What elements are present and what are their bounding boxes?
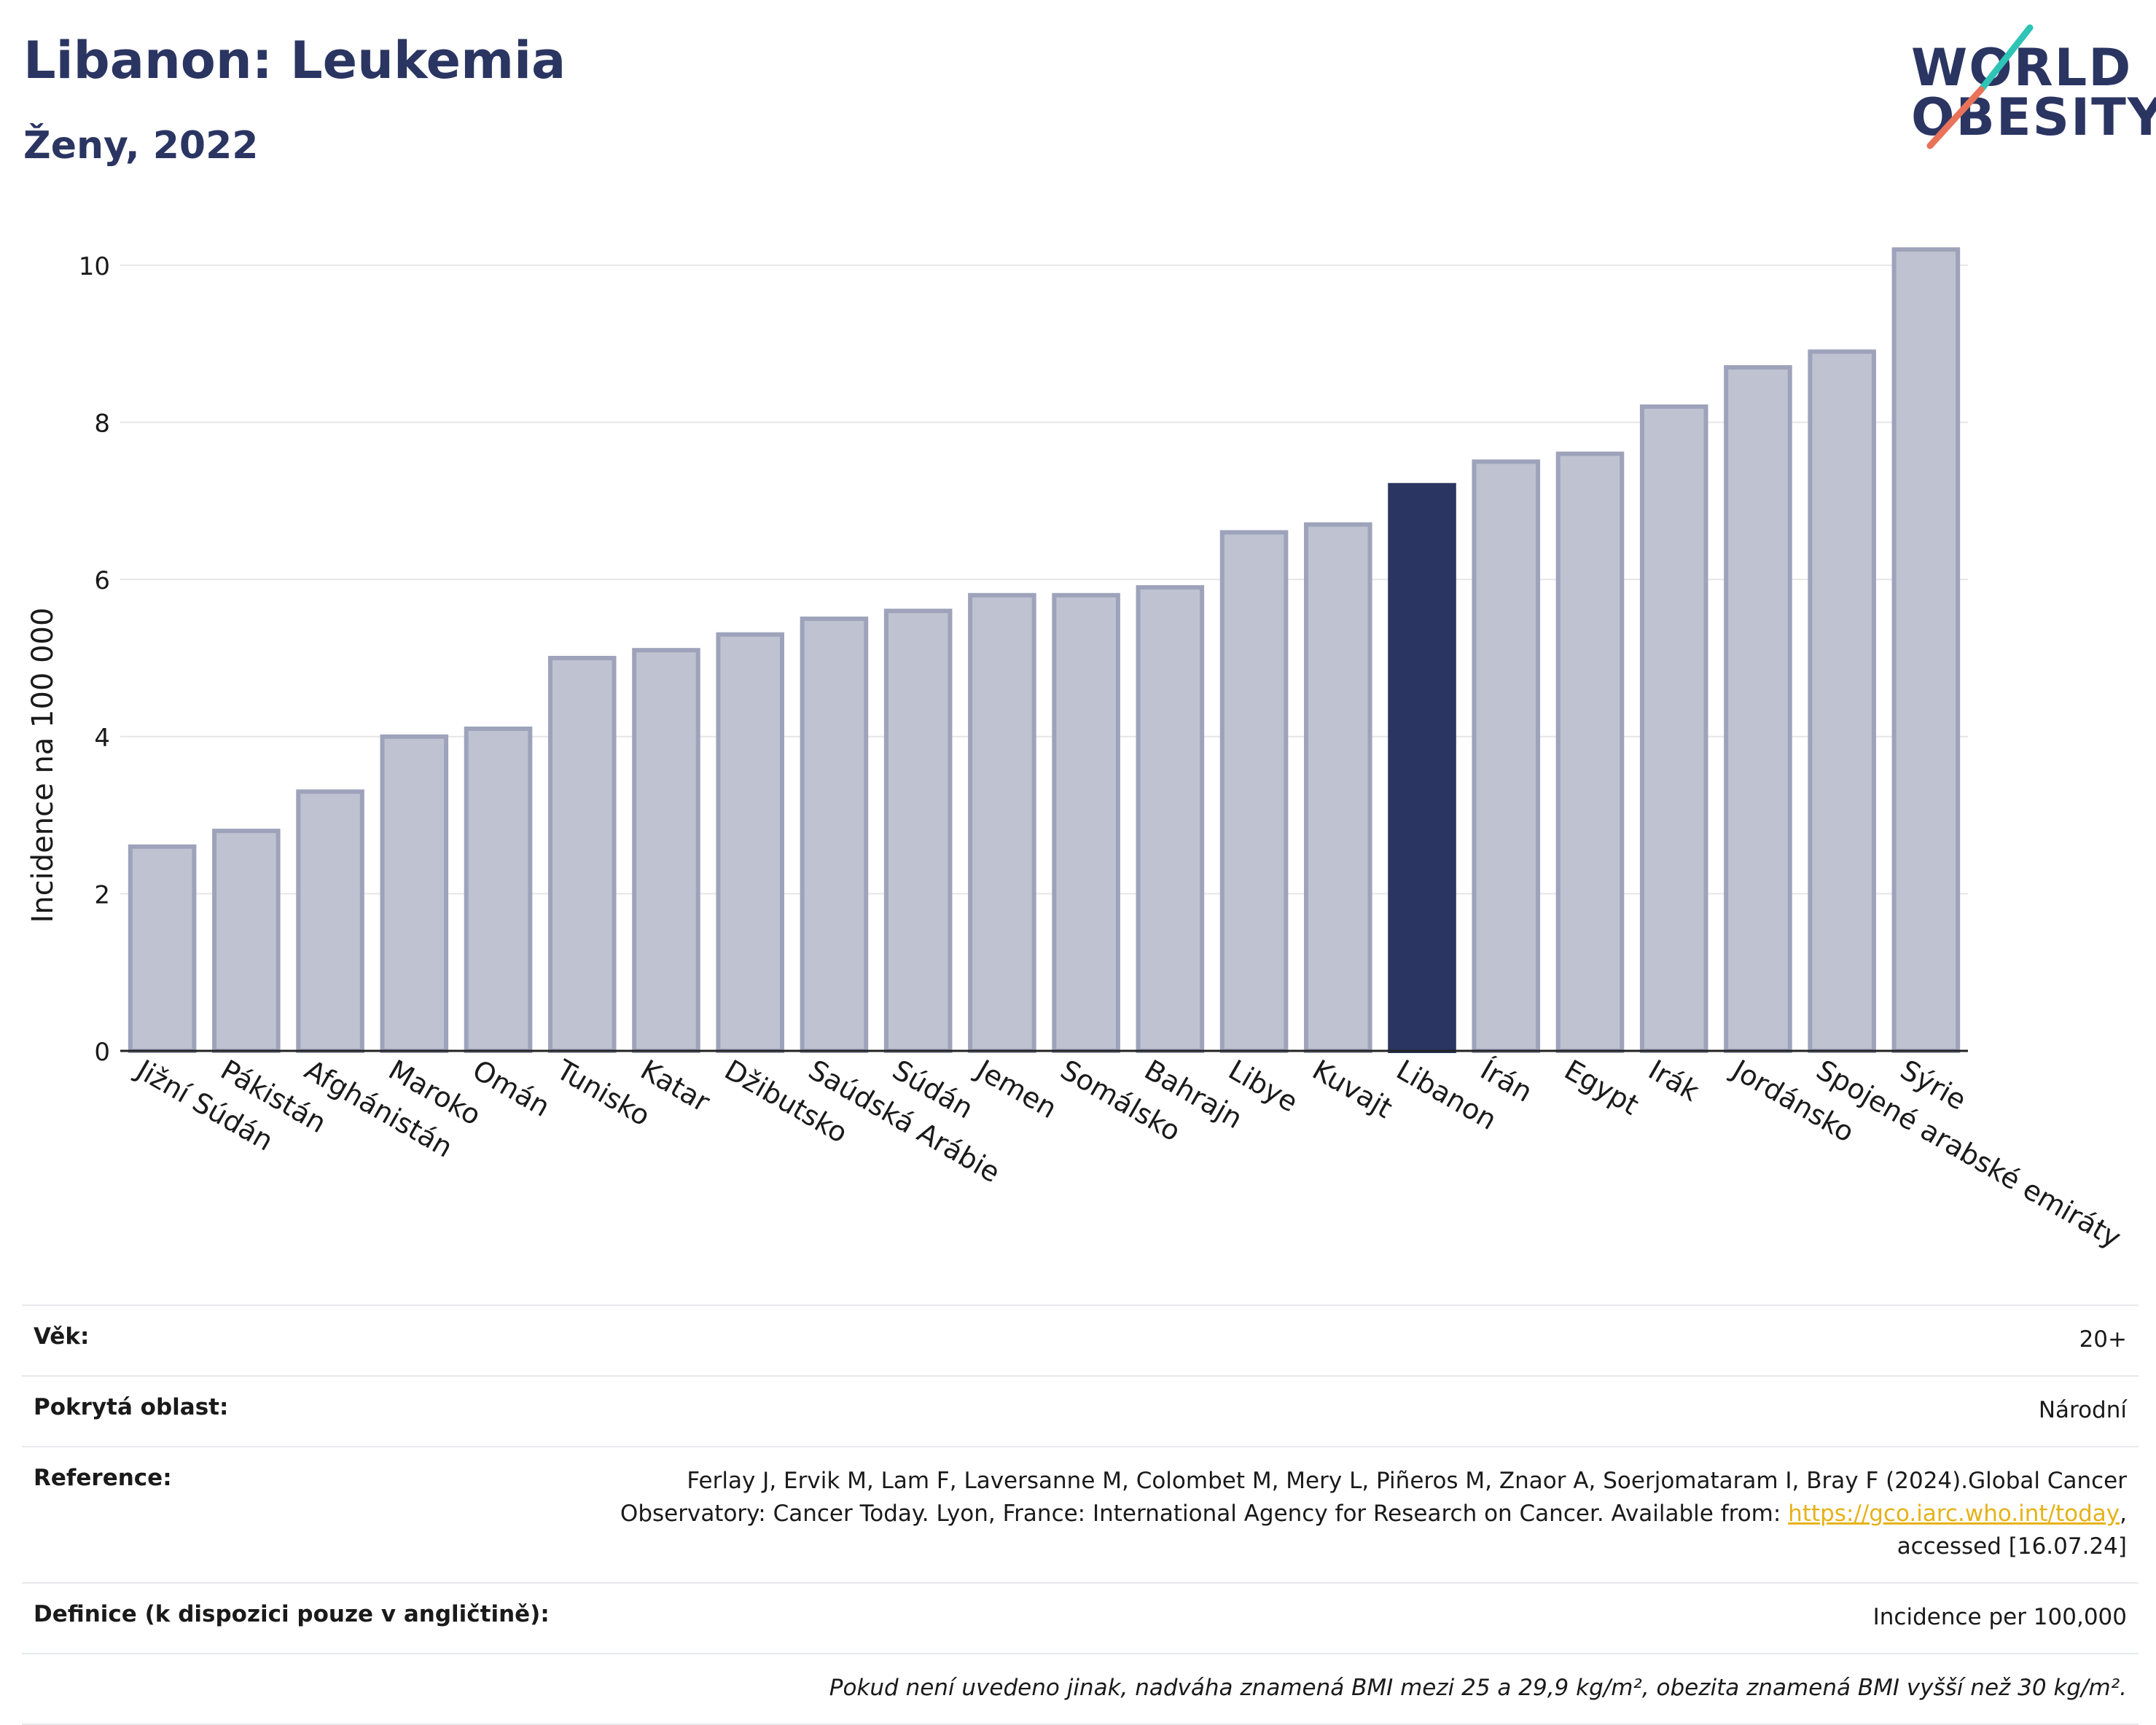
x-axis-labels: Jižní SúdánPákistánAfghánistánMarokoOmán… [130, 1053, 2126, 1254]
reference-value: Ferlay J, Ervik M, Lam F, Laversanne M, … [599, 1445, 2139, 1583]
info-table: Věk: 20+ Pokrytá oblast: Národní Referen… [22, 1304, 2139, 1725]
bar [968, 592, 1036, 1053]
age-value: 20+ [599, 1304, 2139, 1376]
definition-label: Definice (k dispozici pouze v angličtině… [22, 1581, 599, 1654]
info-row-note: Pokud není uvedeno jinak, nadváha znamen… [22, 1652, 2139, 1725]
info-row-definition: Definice (k dispozici pouze v angličtině… [22, 1581, 2139, 1654]
bar [716, 632, 784, 1053]
bar [1555, 451, 1625, 1053]
bar [1136, 584, 1205, 1053]
area-label: Pokrytá oblast: [22, 1374, 599, 1447]
chart-title: Libanon: Leukemia [23, 31, 566, 90]
info-row-age: Věk: 20+ [22, 1304, 2139, 1376]
y-tick-label: 6 [94, 566, 110, 595]
bar [1304, 522, 1372, 1053]
chart-subtitle: Ženy, 2022 [23, 124, 259, 168]
bar [1472, 459, 1541, 1053]
bar [296, 789, 364, 1053]
y-tick-label: 10 [79, 252, 110, 281]
bar [1724, 365, 1792, 1054]
bar [547, 655, 617, 1053]
info-row-area: Pokrytá oblast: Národní [22, 1374, 2139, 1447]
x-tick-label: Egypt [1559, 1054, 1644, 1122]
y-axis-label: Incidence na 100 000 [26, 608, 60, 923]
y-tick-label: 4 [94, 724, 110, 753]
world-obesity-logo: WORLD OBESITY [1895, 20, 2156, 152]
bmi-note: Pokud není uvedeno jinak, nadváha znamen… [599, 1652, 2139, 1725]
y-tick-label: 0 [94, 1038, 110, 1067]
bar-chart: 0 2 4 6 8 10 Jižní SúdánPákistánAfghánistánMa… [26, 247, 2127, 1254]
reference-line-3: accessed [16.07.24] [1897, 1533, 2127, 1560]
bar [1891, 247, 1961, 1053]
reference-line-1: Ferlay J, Ervik M, Lam F, Laversanne M, … [687, 1467, 2127, 1494]
bar [800, 617, 869, 1053]
definition-value: Incidence per 100,000 [599, 1581, 2139, 1654]
bar [1219, 530, 1289, 1053]
reference-line-2-end: , [2120, 1500, 2127, 1527]
bar [1808, 349, 1876, 1053]
bars [128, 247, 1961, 1054]
y-tick-label: 8 [94, 410, 110, 439]
reference-link[interactable]: https://gco.iarc.who.int/today [1788, 1500, 2120, 1527]
area-value: Národní [599, 1374, 2139, 1447]
age-label: Věk: [22, 1304, 599, 1376]
bar-highlight [1388, 482, 1456, 1053]
bar [464, 726, 533, 1053]
bar [380, 734, 449, 1053]
bar [1052, 592, 1120, 1053]
x-tick-label: Irák [1643, 1054, 1704, 1108]
logo-word-world: WORLD [1911, 38, 2133, 98]
x-tick-label: Spojené arabské emiráty [1811, 1054, 2127, 1254]
bar [128, 844, 197, 1053]
x-tick-label: Jemen [970, 1053, 1063, 1125]
reference-label: Reference: [22, 1445, 599, 1583]
y-tick-label: 2 [94, 880, 110, 910]
x-tick-label: Tunisko [550, 1053, 655, 1133]
bar [883, 609, 953, 1053]
x-tick-label: Kuvajt [1307, 1054, 1397, 1124]
y-axis-ticks: 0 2 4 6 8 10 [79, 252, 110, 1067]
bar [632, 648, 700, 1053]
logo-slash-icon [1926, 24, 2034, 149]
bar [1639, 404, 1708, 1053]
bar [212, 829, 281, 1054]
reference-line-2: Observatory: Cancer Today. Lyon, France:… [620, 1500, 1789, 1527]
info-row-reference: Reference: Ferlay J, Ervik M, Lam F, Lav… [22, 1445, 2139, 1583]
